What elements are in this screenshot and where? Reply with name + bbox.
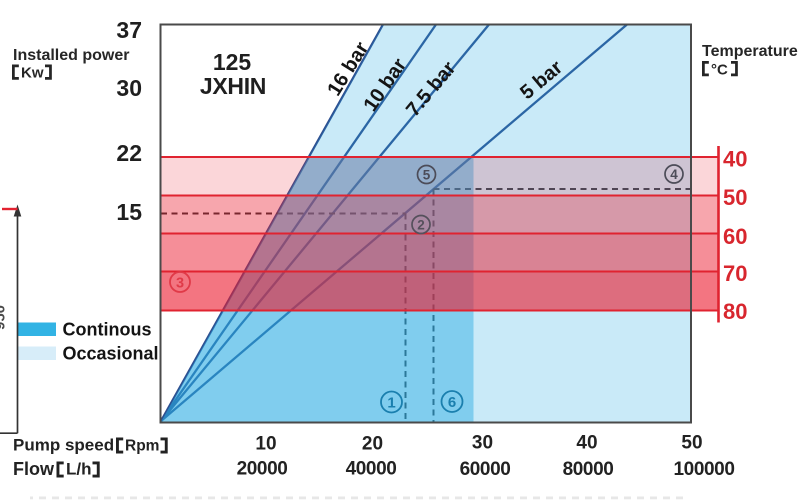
svg-text:Continous: Continous [63,320,152,340]
svg-text:50: 50 [681,433,702,454]
svg-text:Rpm: Rpm [125,438,159,455]
svg-text:3: 3 [176,276,184,292]
svg-text:60000: 60000 [460,459,511,480]
svg-text:Pump speed: Pump speed [13,436,114,455]
svg-text:2: 2 [417,218,425,233]
svg-text:125: 125 [213,49,252,75]
svg-text:15: 15 [116,199,142,225]
svg-text:5: 5 [423,168,431,183]
svg-text:JXHIN: JXHIN [200,73,266,99]
svg-text:950: 950 [0,305,9,330]
svg-text:20: 20 [362,434,383,455]
svg-text:1: 1 [387,395,395,412]
svg-text:60: 60 [723,224,747,249]
svg-text:L/h: L/h [66,460,92,479]
svg-text:30: 30 [472,433,493,454]
svg-text:50: 50 [723,185,747,210]
svg-text:22: 22 [116,140,142,166]
svg-text:70: 70 [723,261,747,286]
svg-text:40000: 40000 [346,459,397,480]
svg-text:Temperature: Temperature [702,43,798,60]
svg-text:Kw: Kw [21,65,44,82]
svg-text:Flow: Flow [13,459,55,479]
svg-text:40: 40 [576,433,597,454]
svg-text:10: 10 [255,434,276,455]
svg-text:80000: 80000 [563,459,614,480]
svg-text:4: 4 [670,167,678,182]
svg-text:100000: 100000 [673,459,734,480]
svg-text:6: 6 [448,394,456,411]
svg-text:°C: °C [711,62,728,79]
svg-text:Occasional: Occasional [63,344,159,364]
svg-text:80: 80 [723,299,747,324]
svg-text:30: 30 [116,75,142,101]
svg-text:40: 40 [723,147,747,172]
svg-text:37: 37 [116,17,142,43]
svg-text:Installed power: Installed power [13,47,129,64]
svg-text:20000: 20000 [237,459,288,480]
